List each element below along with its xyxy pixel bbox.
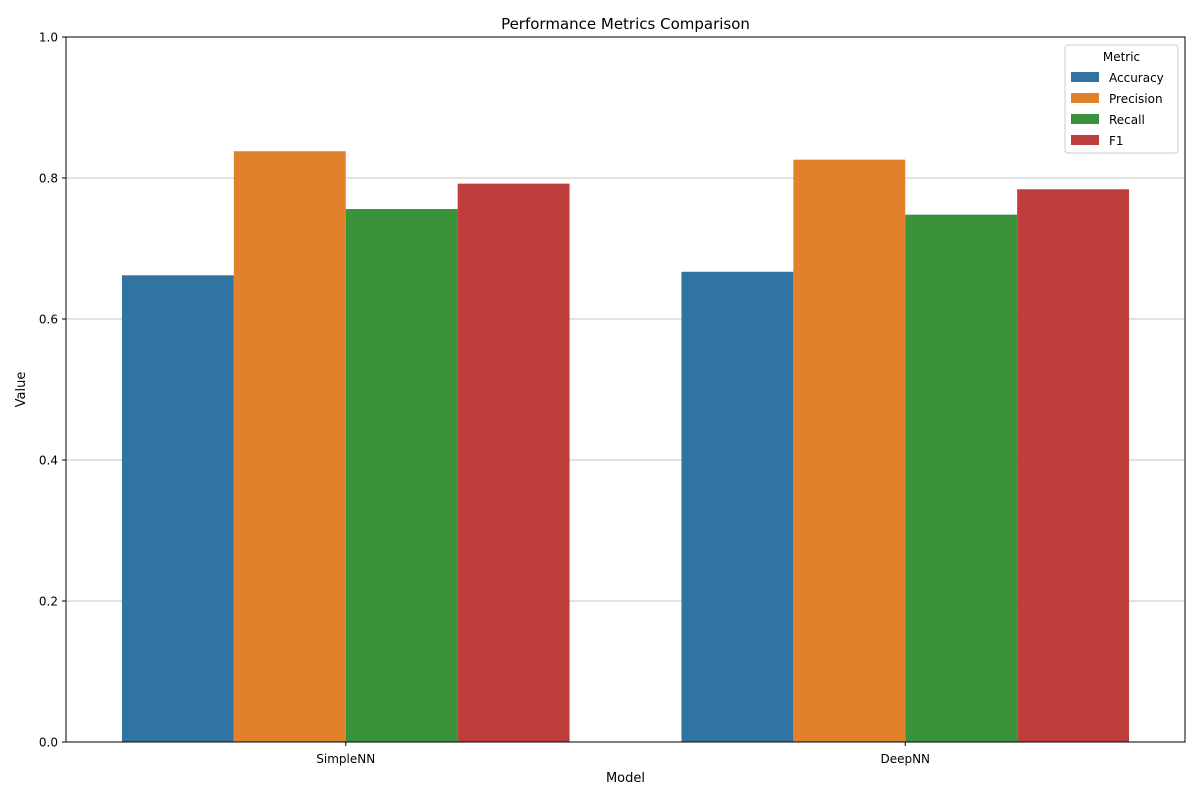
- legend-swatch-f1: [1071, 135, 1099, 145]
- bar-recall-simplenn: [345, 209, 458, 742]
- chart-title: Performance Metrics Comparison: [501, 15, 750, 33]
- y-tick-label: 0.6: [39, 313, 58, 327]
- bar-accuracy-simplenn: [121, 275, 234, 742]
- bar-recall-deepnn: [905, 214, 1018, 742]
- legend-swatch-precision: [1071, 93, 1099, 103]
- y-tick-label: 0.4: [39, 454, 58, 468]
- x-tick-label: SimpleNN: [316, 752, 375, 766]
- y-tick-label: 0.8: [39, 172, 58, 186]
- bar-accuracy-deepnn: [681, 271, 794, 742]
- legend-label-f1: F1: [1109, 134, 1124, 148]
- legend-label-accuracy: Accuracy: [1109, 71, 1164, 85]
- x-axis-label: Model: [606, 771, 645, 786]
- bar-f1-deepnn: [1017, 189, 1130, 742]
- bar-precision-simplenn: [233, 151, 346, 742]
- legend-title: Metric: [1103, 50, 1140, 64]
- y-tick-label: 1.0: [39, 31, 58, 45]
- x-axis-ticks: SimpleNN DeepNN: [316, 742, 930, 766]
- legend-swatch-accuracy: [1071, 72, 1099, 82]
- x-tick-label: DeepNN: [880, 752, 930, 766]
- legend: Metric Accuracy Precision Recall F1: [1064, 44, 1179, 154]
- bar-precision-deepnn: [793, 159, 906, 743]
- legend-label-precision: Precision: [1109, 92, 1163, 106]
- bar-f1-simplenn: [457, 183, 570, 742]
- y-tick-label: 0.2: [39, 595, 58, 609]
- y-axis-ticks: 0.0 0.2 0.4 0.6 0.8 1.0: [39, 31, 66, 750]
- plot-frame: [65, 36, 1186, 743]
- y-tick-label: 0.0: [39, 736, 58, 750]
- bars: [121, 151, 1130, 743]
- legend-swatch-recall: [1071, 114, 1099, 124]
- y-axis-label: Value: [14, 372, 29, 408]
- legend-label-recall: Recall: [1109, 113, 1145, 127]
